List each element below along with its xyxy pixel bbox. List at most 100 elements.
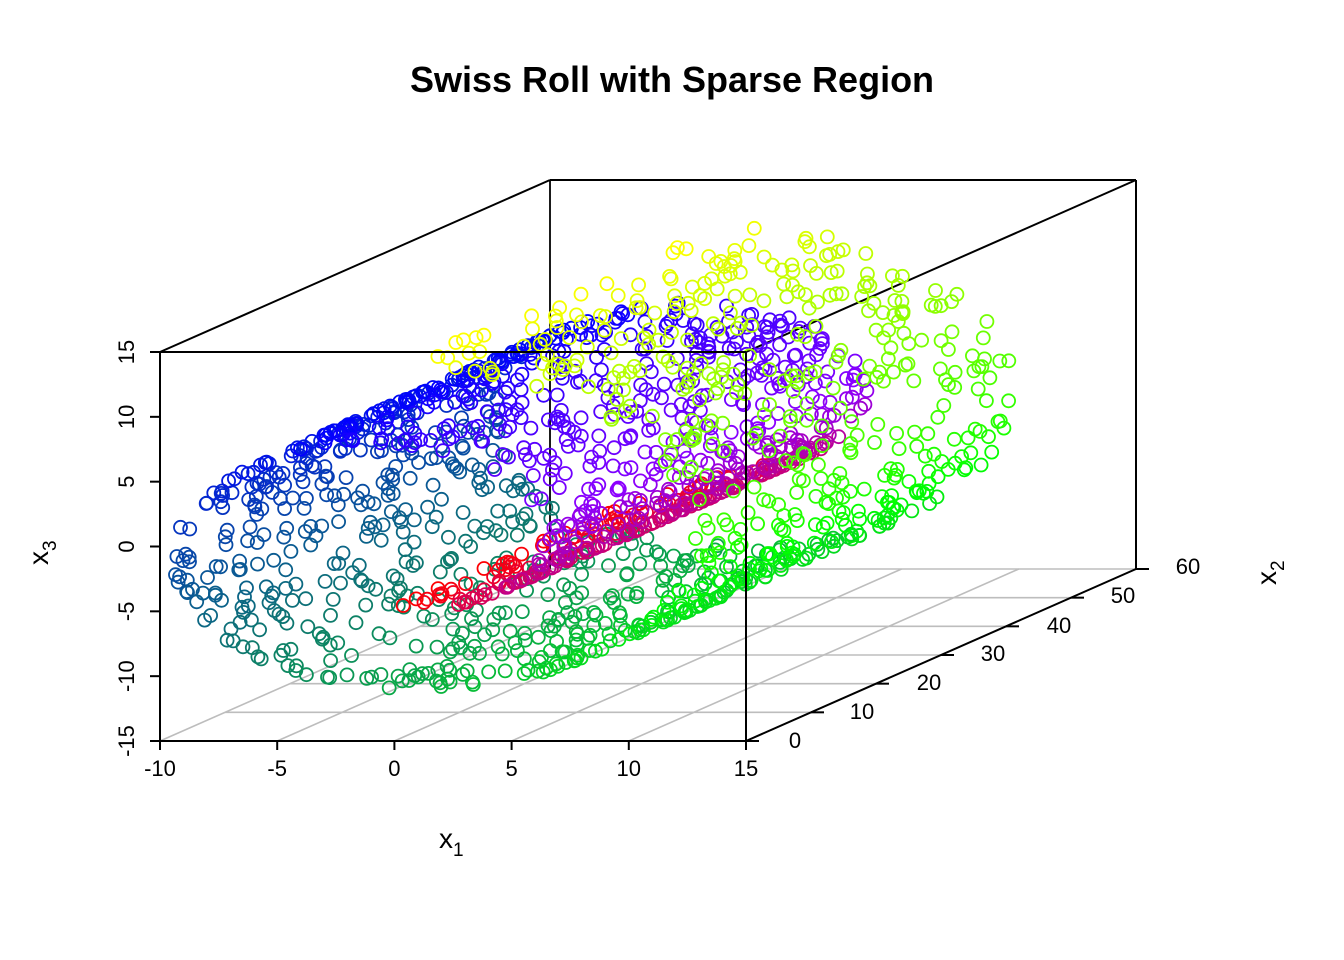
data-point [852,528,868,543]
data-point [762,458,777,474]
data-point [647,305,663,321]
data-point [360,521,376,536]
data-point [857,279,872,295]
data-point [1001,353,1017,369]
data-point [540,347,555,363]
data-point [632,363,648,379]
data-point [788,394,803,409]
data-point [298,667,314,683]
data-point [716,512,732,528]
data-point [609,391,625,407]
data-point [777,373,792,389]
data-point [661,481,676,497]
data-point [727,530,743,546]
data-point [330,497,346,513]
data-point [440,529,456,545]
data-point [599,524,614,539]
box-edge [159,179,551,353]
data-point [522,518,538,534]
data-point [388,459,404,474]
data-point [448,335,464,350]
data-point [890,277,906,293]
data-point [573,410,589,426]
data-point [880,351,896,367]
data-point [636,622,651,638]
data-point [627,512,643,527]
data-point [532,336,548,352]
data-point [444,551,459,566]
data-point [822,409,837,425]
data-point [649,495,665,511]
data-point [474,482,490,498]
data-point [774,262,790,278]
data-point [666,304,682,320]
data-point [765,352,781,368]
data-point [755,397,770,413]
data-point [756,249,772,265]
data-point [789,485,805,500]
data-point [243,612,259,628]
data-point [574,585,590,601]
data-point [597,616,613,631]
data-point [979,314,995,329]
data-point [645,386,661,402]
data-point [834,511,850,527]
data-point [839,371,854,386]
data-point [755,360,770,376]
data-point [772,428,788,444]
data-point [244,479,260,495]
data-point [683,433,699,448]
data-point [811,457,826,473]
data-point [485,442,501,458]
data-point [441,431,457,447]
data-point [982,370,998,386]
data-point [395,598,411,613]
data-point [586,618,602,633]
data-point [680,558,696,573]
data-point [278,581,294,596]
data-point [868,322,884,338]
data-point [484,376,500,391]
data-point [926,446,942,462]
data-point [944,324,960,340]
data-point [821,481,837,497]
data-point [907,424,922,440]
data-point [574,566,589,582]
data-point [688,474,704,490]
data-point [694,548,709,564]
data-point [331,514,347,530]
data-point [509,527,525,543]
data-point [514,572,530,587]
data-point [740,505,756,521]
data-point [727,288,743,304]
data-point [275,465,291,481]
data-point [218,537,234,553]
data-point [579,540,595,556]
data-point [390,598,406,613]
data-point [541,412,556,428]
data-point [514,546,529,562]
data-point [535,664,551,680]
data-point [783,413,798,429]
data-point [323,653,339,668]
data-point [517,632,533,648]
data-point [264,588,280,604]
data-point [509,372,525,388]
data-point [606,440,622,456]
data-point [721,340,737,356]
data-point [847,353,863,369]
data-point [970,381,986,397]
data-point [373,532,389,548]
data-point [639,542,654,558]
data-point [384,467,400,483]
data-point [665,245,681,261]
data-point [497,605,513,621]
data-point [711,589,727,604]
data-point [382,630,398,646]
y-tick-label: 10 [850,699,874,724]
data-point [402,470,418,486]
data-point [930,409,946,425]
data-point [664,324,679,340]
data-point [786,348,802,364]
data-point [584,449,599,465]
